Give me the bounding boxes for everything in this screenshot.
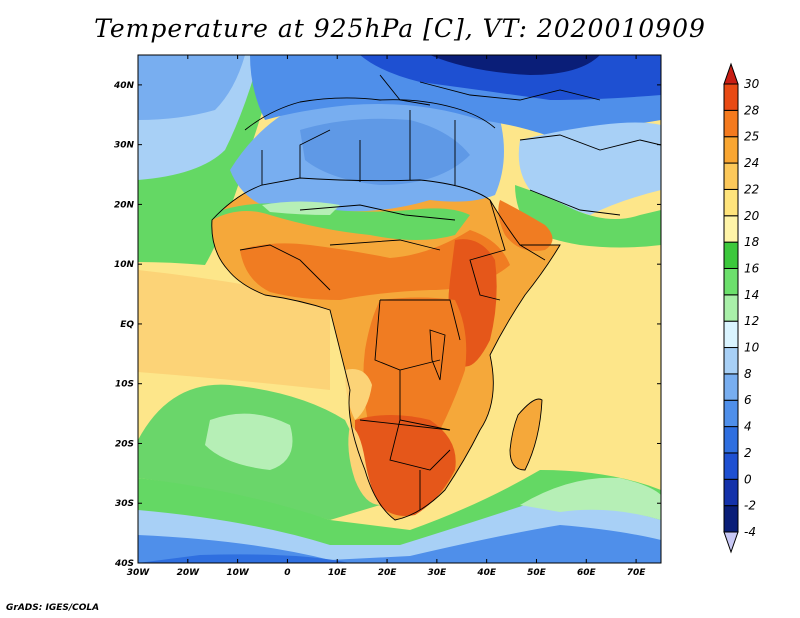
lon-tick-label: 30W — [127, 568, 151, 578]
sahara-blue-core — [300, 118, 470, 185]
indian-ocean-cool — [520, 477, 661, 520]
lon-tick-label: 70E — [627, 568, 647, 578]
country-borders — [211, 74, 661, 521]
sahel-pale — [262, 201, 340, 215]
colorbar-label: 18 — [744, 235, 760, 249]
colorbar-box — [723, 399, 739, 428]
colorbar-label: 0 — [744, 472, 752, 486]
colorbar-box — [723, 215, 739, 243]
colorbar-label: 16 — [744, 261, 760, 275]
colorbar-label: 20 — [744, 209, 760, 223]
colorbar-label: 25 — [744, 130, 759, 144]
arabia-warm — [498, 200, 553, 251]
lon-tick-label: 0 — [284, 568, 290, 578]
colorbar-label: 22 — [744, 182, 759, 196]
colorbar-upper-arrow — [723, 62, 739, 85]
colorbar-box — [723, 452, 739, 480]
colorbar-label: 6 — [744, 393, 752, 407]
europe-cold — [360, 55, 661, 100]
colorbar-box — [723, 478, 739, 507]
north-atlantic-blue — [138, 55, 245, 120]
lat-tick-label: 30S — [115, 499, 134, 509]
map-panel — [138, 55, 661, 563]
colorbar-box — [723, 294, 739, 322]
colorbar-box — [723, 241, 739, 269]
map-frame — [137, 54, 662, 564]
lon-tick-label: 40E — [476, 568, 497, 578]
colorbar-label: 30 — [744, 77, 760, 91]
arabia-green — [515, 185, 661, 248]
colorbar-label: 12 — [744, 314, 759, 328]
atlantic-warm-band — [138, 270, 330, 390]
colorbar-box — [723, 162, 739, 190]
colorbar-label: 8 — [744, 367, 752, 381]
grads-credit: GrADS: IGES/COLA — [6, 603, 100, 613]
colorbar-label: 10 — [744, 341, 760, 355]
lat-tick-label: 20N — [114, 200, 135, 210]
sahel-hot — [240, 230, 510, 300]
colorbar-label: -4 — [744, 525, 756, 539]
europe-coldest — [430, 55, 600, 75]
colorbar-box — [723, 136, 739, 164]
angola-cool — [345, 369, 372, 420]
lat-tick-label: 10S — [115, 380, 134, 390]
lat-tick-label: 40N — [113, 81, 135, 91]
lon-tick-label: 60E — [577, 568, 597, 578]
lon-tick-label: 30E — [428, 568, 448, 578]
map-title: Temperature at 925hPa [C], VT: 202001090… — [94, 14, 706, 43]
colorbar-label: 28 — [744, 103, 760, 117]
lat-tick-label: EQ — [120, 320, 134, 330]
lon-tick-label: 20E — [378, 568, 398, 578]
colorbar-box — [723, 109, 739, 138]
southern-ocean-blue — [138, 525, 661, 563]
colorbar-label: -2 — [744, 499, 756, 513]
lon-tick-label: 50E — [527, 568, 547, 578]
colorbar-box — [723, 347, 739, 375]
middle-east-green — [518, 122, 661, 215]
colorbar-label: 24 — [744, 156, 759, 170]
madagascar — [510, 399, 542, 470]
colorbar-box — [723, 505, 739, 533]
colorbar-box — [723, 267, 739, 296]
colorbar-lower-arrow — [723, 531, 739, 554]
map-axes: 30W 20W 10W 0 10E 20E 30E 40E 50E 60E 70E 40S 30S 20S… — [113, 55, 661, 578]
colorbar-box — [723, 320, 739, 349]
southern-ocean-cold — [138, 554, 350, 563]
colorbar-box — [723, 188, 739, 217]
lon-tick-label: 10E — [328, 568, 348, 578]
colorbar-label: 14 — [744, 288, 759, 302]
colorbar-box — [723, 426, 739, 454]
lat-tick-label: 40S — [114, 559, 134, 569]
colorbar-box — [723, 83, 739, 111]
colorbar-label: 4 — [744, 420, 752, 434]
south-atlantic-pale — [205, 413, 293, 470]
lon-tick-label: 20W — [177, 568, 201, 578]
lat-tick-label: 20S — [115, 439, 134, 449]
colorbar-label: 2 — [744, 446, 752, 460]
southern-africa-hot — [355, 415, 456, 516]
lat-tick-label: 30N — [114, 141, 135, 151]
colorbar-box — [723, 373, 739, 401]
lat-tick-label: 10N — [114, 260, 135, 270]
lon-tick-label: 10W — [226, 568, 250, 578]
